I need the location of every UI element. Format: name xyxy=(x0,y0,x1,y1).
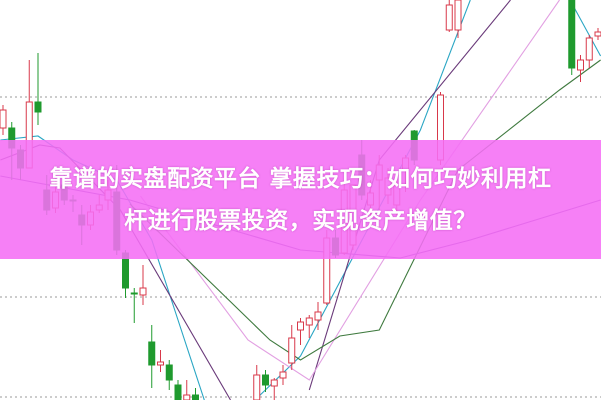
candle-down xyxy=(148,341,156,366)
candle-up xyxy=(288,337,296,364)
candle-up xyxy=(279,371,287,379)
candle-down xyxy=(34,101,42,113)
candle-up xyxy=(253,374,261,400)
candle-down xyxy=(262,374,269,386)
title-banner xyxy=(0,140,601,259)
candle-up xyxy=(445,4,453,31)
moving-average-line xyxy=(129,59,601,361)
candle-up xyxy=(139,287,147,296)
candle-up xyxy=(297,321,304,331)
candle-down xyxy=(192,394,199,400)
candle-up xyxy=(305,317,313,326)
candle-down xyxy=(568,0,576,69)
article-title: 靠谱的实盘配资平台 掌握技巧：如何巧妙利用杠 杆进行股票投资，实现资产增值？ xyxy=(0,158,601,242)
candle-up xyxy=(0,109,7,129)
candle-up xyxy=(585,37,593,61)
title-line-1: 靠谱的实盘配资平台 掌握技巧：如何巧妙利用杠 xyxy=(49,166,552,192)
candle-down xyxy=(174,384,182,400)
moving-average-line xyxy=(139,0,560,381)
title-line-2: 杆进行股票投资，实现资产增值？ xyxy=(124,208,477,234)
candle-up xyxy=(454,0,462,31)
candle-up xyxy=(157,361,164,366)
candle-up xyxy=(183,394,191,400)
candle-down xyxy=(130,292,138,295)
candle-up xyxy=(270,379,278,387)
candle-up xyxy=(594,31,601,37)
candle-down xyxy=(165,364,173,381)
candle-up xyxy=(577,59,584,71)
candle-up xyxy=(314,311,322,321)
